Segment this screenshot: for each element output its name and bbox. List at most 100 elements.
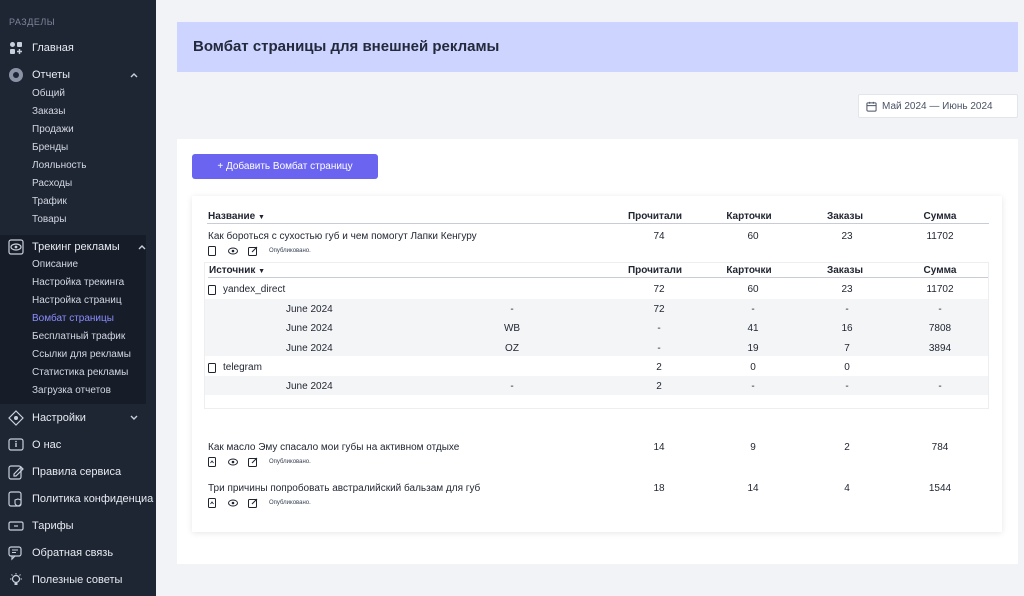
sub-header-divider [208, 277, 988, 278]
sidebar-item-label: Тарифы [32, 520, 74, 532]
detail-row-bg [205, 318, 988, 337]
sidebar-sub-expenses[interactable]: Расходы [32, 178, 73, 189]
chevron-down-icon[interactable] [128, 412, 140, 424]
chevron-up-icon[interactable] [136, 241, 148, 253]
sidebar-sub-report-upload[interactable]: Загрузка отчетов [32, 385, 111, 396]
edit-icon[interactable] [248, 457, 258, 467]
source-telegram-orders: 0 [844, 362, 850, 373]
detail-marketplace: WB [503, 323, 521, 334]
source-breakdown [204, 262, 989, 409]
edit-icon[interactable] [248, 498, 258, 508]
row-2-title[interactable]: Как масло Эму спасало мои губы на активн… [208, 442, 460, 453]
sidebar-sub-traffic[interactable]: Трафик [32, 196, 67, 207]
sidebar-item-settings[interactable]: Настройки [0, 406, 156, 430]
chevron-up-icon[interactable] [128, 69, 140, 81]
info-icon [8, 437, 24, 453]
pages-table [192, 196, 1002, 532]
sidebar-sub-ad-stats[interactable]: Статистика рекламы [32, 367, 129, 378]
sub-header-source[interactable]: Источник ▼ [209, 265, 265, 276]
sub-header-orders: Заказы [826, 265, 864, 276]
row-2-orders: 2 [844, 442, 850, 453]
header-name[interactable]: Название ▼ [208, 211, 265, 222]
detail-sum: 3894 [928, 343, 952, 354]
sidebar-sub-brands[interactable]: Бренды [32, 142, 69, 153]
toggle-details-icon[interactable] [207, 246, 217, 256]
row-2-sum: 784 [931, 442, 949, 453]
eye-icon[interactable] [228, 498, 238, 508]
sidebar-sub-orders[interactable]: Заказы [32, 106, 66, 117]
source-yandex-read: 72 [653, 284, 665, 295]
sidebar-sub-general[interactable]: Общий [32, 88, 65, 99]
sidebar-sub-ad-links[interactable]: Ссылки для рекламы [32, 349, 131, 360]
row-1-title[interactable]: Как бороться с сухостью губ и чем помогу… [208, 231, 477, 242]
source-telegram-read: 2 [656, 362, 662, 373]
sidebar-item-reports[interactable]: Отчеты [0, 63, 156, 87]
sidebar-item-about[interactable]: О нас [0, 433, 156, 457]
detail-cards: 41 [747, 323, 759, 334]
sidebar-item-label: Главная [32, 42, 74, 54]
eye-icon[interactable] [228, 457, 238, 467]
sidebar-item-tips[interactable]: Полезные советы [0, 568, 156, 592]
sub-header-cards: Карточки [726, 265, 772, 276]
sort-down-icon: ▼ [257, 214, 265, 221]
sidebar-item-main[interactable]: Главная [0, 36, 156, 60]
sidebar-item-label: Настройки [32, 412, 86, 424]
source-telegram-name: telegram [223, 362, 262, 373]
header-orders: Заказы [826, 211, 864, 222]
detail-month: June 2024 [286, 304, 333, 315]
header-read: Прочитали [627, 211, 683, 222]
toggle-details-icon[interactable] [207, 285, 217, 295]
row-3-read: 18 [653, 483, 665, 494]
detail-marketplace: - [510, 381, 514, 392]
row-3-status: Опубликовано. [269, 500, 311, 506]
toggle-details-icon[interactable] [207, 457, 217, 467]
sidebar: РАЗДЕЛЫ Главная Отчеты Общий Заказы Прод… [0, 0, 156, 596]
row-3-sum: 1544 [928, 483, 952, 494]
detail-read: 2 [656, 381, 662, 392]
sort-down-icon: ▼ [258, 268, 266, 275]
source-telegram-cards: 0 [750, 362, 756, 373]
detail-sum: - [938, 381, 942, 392]
row-3-cards: 14 [747, 483, 759, 494]
sidebar-item-feedback[interactable]: Обратная связь [0, 541, 156, 565]
sidebar-sub-products[interactable]: Товары [32, 214, 67, 225]
detail-sum: - [938, 304, 942, 315]
row-2-read: 14 [653, 442, 665, 453]
sidebar-sub-wombat-pages[interactable]: Вомбат страницы [32, 313, 114, 324]
calendar-icon [866, 101, 877, 112]
edit-document-icon [8, 464, 24, 480]
sidebar-sub-pages-setup[interactable]: Настройка страниц [32, 295, 122, 306]
sidebar-item-tracking[interactable]: Трекинг рекламы [0, 235, 156, 259]
source-yandex-name: yandex_direct [223, 284, 286, 295]
sidebar-sub-loyalty[interactable]: Лояльность [32, 160, 87, 171]
row-1-cards: 60 [747, 231, 759, 242]
detail-orders: - [845, 304, 849, 315]
page-header [177, 22, 1018, 72]
edit-icon[interactable] [248, 246, 258, 256]
header-sum: Сумма [923, 211, 957, 222]
header-cards: Карточки [726, 211, 772, 222]
detail-row-bg [205, 337, 988, 356]
add-wombat-page-button[interactable]: + Добавить Вомбат страницу [192, 154, 378, 179]
detail-read: 72 [653, 304, 665, 315]
sidebar-sub-description[interactable]: Описание [32, 259, 79, 270]
eye-icon[interactable] [228, 246, 238, 256]
sidebar-sub-free-traffic[interactable]: Бесплатный трафик [32, 331, 126, 342]
detail-read: - [657, 343, 661, 354]
row-3-orders: 4 [844, 483, 850, 494]
date-range-picker[interactable]: Май 2024 — Июнь 2024 [858, 94, 1018, 118]
sidebar-item-label: Трекинг рекламы [32, 241, 120, 253]
detail-read: - [657, 323, 661, 334]
sidebar-item-privacy[interactable]: Политика конфиденциа [0, 487, 156, 511]
source-yandex-cards: 60 [747, 284, 759, 295]
sidebar-item-rules[interactable]: Правила сервиса [0, 460, 156, 484]
sidebar-sub-tracking-setup[interactable]: Настройка трекинга [32, 277, 125, 288]
toggle-details-icon[interactable] [207, 498, 217, 508]
row-1-status: Опубликовано. [269, 248, 311, 254]
row-3-title[interactable]: Три причины попробовать австралийский ба… [208, 483, 481, 494]
sidebar-item-label: О нас [32, 439, 62, 451]
toggle-details-icon[interactable] [207, 363, 217, 373]
sub-header-sum: Сумма [923, 265, 957, 276]
sidebar-sub-sales[interactable]: Продажи [32, 124, 74, 135]
sidebar-item-tariffs[interactable]: Тарифы [0, 514, 156, 538]
